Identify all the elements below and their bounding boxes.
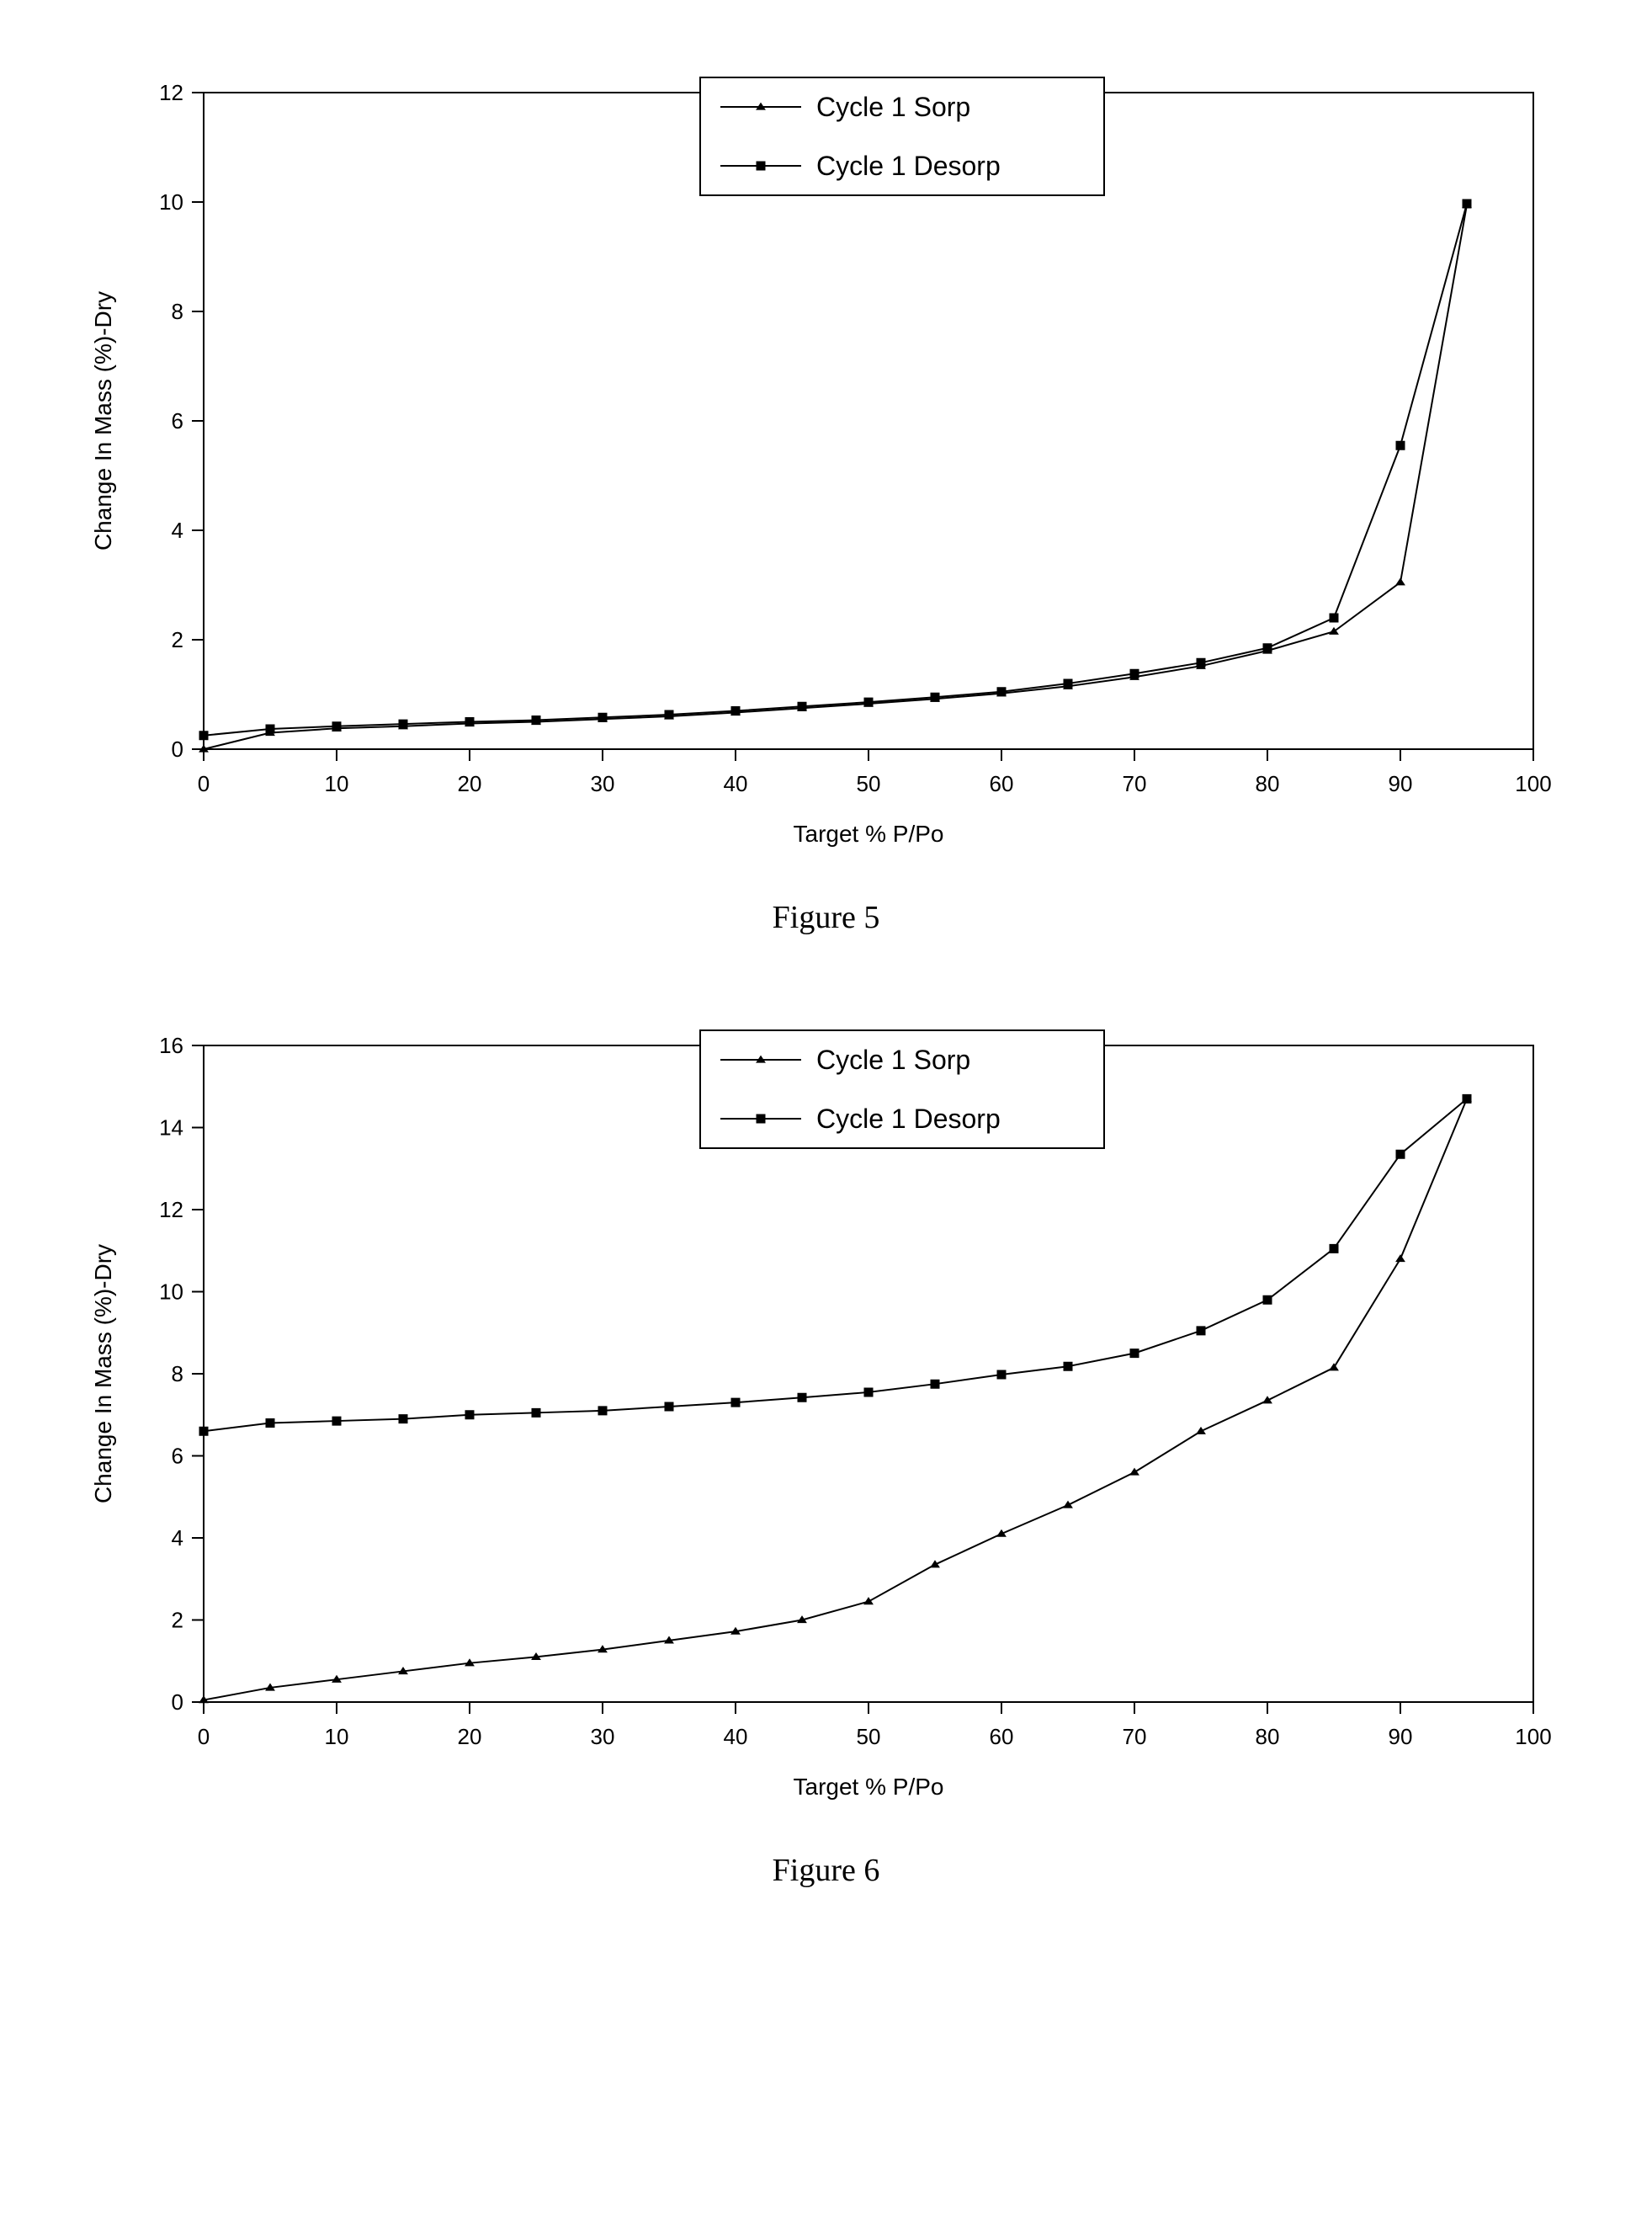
svg-text:6: 6 bbox=[171, 408, 183, 434]
svg-text:30: 30 bbox=[590, 1724, 614, 1749]
svg-text:70: 70 bbox=[1122, 1724, 1146, 1749]
svg-text:6: 6 bbox=[171, 1444, 183, 1469]
svg-text:Change In Mass (%)-Dry: Change In Mass (%)-Dry bbox=[90, 291, 116, 551]
svg-text:40: 40 bbox=[723, 1724, 747, 1749]
svg-text:30: 30 bbox=[590, 771, 614, 796]
svg-text:60: 60 bbox=[989, 1724, 1013, 1749]
svg-text:80: 80 bbox=[1255, 771, 1279, 796]
svg-text:2: 2 bbox=[171, 627, 183, 652]
svg-text:Cycle 1 Desorp: Cycle 1 Desorp bbox=[816, 1104, 1001, 1134]
svg-text:16: 16 bbox=[159, 1033, 183, 1058]
figure-6-svg: 0 10 20 30 40 50 60 70 80 90 100 0 2 4 6 8 10 12 14 16 Targe… bbox=[69, 1003, 1584, 1828]
svg-text:0: 0 bbox=[197, 771, 209, 796]
svg-text:4: 4 bbox=[171, 1525, 183, 1551]
svg-text:8: 8 bbox=[171, 299, 183, 324]
svg-text:10: 10 bbox=[159, 1279, 183, 1305]
figure-6-caption: Figure 6 bbox=[69, 1852, 1584, 1889]
svg-text:Change In Mass (%)-Dry: Change In Mass (%)-Dry bbox=[90, 1244, 116, 1503]
svg-text:100: 100 bbox=[1515, 1724, 1551, 1749]
svg-text:Target % P/Po: Target % P/Po bbox=[793, 821, 943, 847]
svg-text:0: 0 bbox=[171, 737, 183, 762]
svg-text:0: 0 bbox=[171, 1689, 183, 1715]
figure-6-block: 0 10 20 30 40 50 60 70 80 90 100 0 2 4 6 8 10 12 14 16 Targe… bbox=[69, 1003, 1584, 1889]
svg-text:90: 90 bbox=[1388, 1724, 1412, 1749]
svg-text:20: 20 bbox=[457, 1724, 481, 1749]
svg-text:14: 14 bbox=[159, 1115, 183, 1141]
figure-5-svg: 0 10 20 30 40 50 60 70 80 90 100 0 2 4 6 8 10 12 Target % … bbox=[69, 51, 1584, 875]
svg-text:70: 70 bbox=[1122, 771, 1146, 796]
svg-text:10: 10 bbox=[324, 771, 348, 796]
svg-text:4: 4 bbox=[171, 518, 183, 543]
figure-5-chart: 0 10 20 30 40 50 60 70 80 90 100 0 2 4 6 8 10 12 Target % … bbox=[69, 51, 1584, 875]
svg-text:Cycle 1 Sorp: Cycle 1 Sorp bbox=[816, 1045, 970, 1075]
svg-text:100: 100 bbox=[1515, 771, 1551, 796]
figure-5-caption: Figure 5 bbox=[69, 899, 1584, 936]
page: 0102030405060708090100024681012Target % … bbox=[69, 51, 1584, 1889]
svg-text:40: 40 bbox=[723, 771, 747, 796]
svg-text:0: 0 bbox=[197, 1724, 209, 1749]
svg-text:10: 10 bbox=[324, 1724, 348, 1749]
svg-text:10: 10 bbox=[159, 189, 183, 215]
svg-text:12: 12 bbox=[159, 80, 183, 105]
svg-text:50: 50 bbox=[856, 771, 880, 796]
figure-6-chart: 0 10 20 30 40 50 60 70 80 90 100 0 2 4 6 8 10 12 14 16 Targe… bbox=[69, 1003, 1584, 1828]
svg-text:80: 80 bbox=[1255, 1724, 1279, 1749]
svg-text:20: 20 bbox=[457, 771, 481, 796]
svg-text:2: 2 bbox=[171, 1608, 183, 1633]
figure-5-block: 0 10 20 30 40 50 60 70 80 90 100 0 2 4 6 8 10 12 Target % … bbox=[69, 51, 1584, 936]
svg-text:90: 90 bbox=[1388, 771, 1412, 796]
svg-text:8: 8 bbox=[171, 1361, 183, 1386]
svg-text:Cycle 1 Desorp: Cycle 1 Desorp bbox=[816, 151, 1001, 181]
svg-text:Target % P/Po: Target % P/Po bbox=[793, 1774, 943, 1800]
svg-text:50: 50 bbox=[856, 1724, 880, 1749]
svg-text:Cycle 1 Sorp: Cycle 1 Sorp bbox=[816, 92, 970, 122]
svg-text:60: 60 bbox=[989, 771, 1013, 796]
svg-text:12: 12 bbox=[159, 1197, 183, 1222]
